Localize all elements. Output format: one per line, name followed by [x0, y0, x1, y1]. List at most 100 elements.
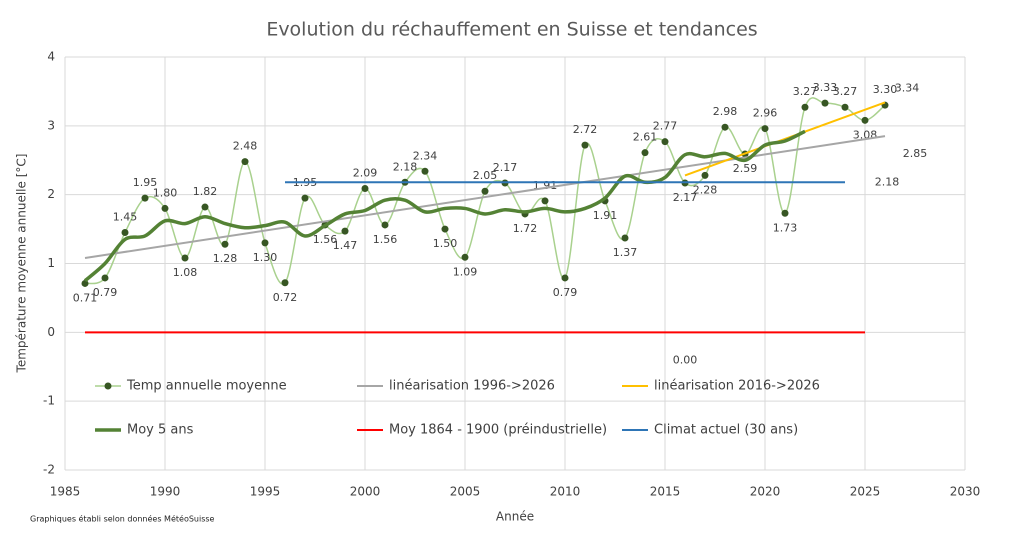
y-tick-label: -2: [43, 463, 55, 477]
x-axis-label: Année: [496, 510, 534, 524]
data-point: [781, 209, 789, 217]
data-label: 2.17: [673, 191, 698, 204]
data-point: [81, 279, 89, 287]
x-tick-label: 2030: [950, 485, 981, 499]
data-label: 2.17: [493, 161, 518, 174]
data-label: 2.77: [653, 120, 678, 133]
y-tick-label: 2: [47, 187, 55, 201]
legend-label: Moy 1864 - 1900 (préindustrielle): [389, 423, 607, 438]
data-point: [281, 279, 289, 287]
data-label: 1.56: [373, 233, 398, 246]
data-point: [141, 194, 149, 202]
legend-label: linéarisation 2016->2026: [654, 379, 820, 394]
data-label: 2.59: [733, 162, 758, 175]
data-point: [261, 239, 269, 247]
data-point: [761, 125, 769, 133]
data-point: [341, 227, 349, 235]
x-tick-label: 2015: [650, 485, 681, 499]
data-label: 3.33: [813, 81, 838, 94]
data-point: [361, 184, 369, 192]
data-label: 1.95: [133, 176, 158, 189]
data-label: 2.05: [473, 169, 498, 182]
data-point: [721, 123, 729, 131]
y-axis-label: Température moyenne annuelle [°C]: [15, 154, 29, 374]
chart-title: Evolution du réchauffement en Suisse et …: [266, 19, 757, 41]
data-point: [641, 149, 649, 157]
data-label: 1.72: [513, 222, 538, 235]
data-label: 1.30: [253, 251, 278, 264]
data-point: [201, 203, 209, 211]
data-point: [561, 274, 569, 282]
data-point: [101, 274, 109, 282]
x-tick-label: 2020: [750, 485, 781, 499]
data-label: 1.37: [613, 246, 638, 259]
data-point: [301, 194, 309, 202]
x-tick-label: 1990: [150, 485, 181, 499]
series-line: [684, 101, 886, 177]
data-point: [121, 229, 129, 237]
data-label: 1.73: [773, 221, 798, 234]
y-tick-label: 4: [47, 50, 55, 64]
data-point: [861, 116, 869, 124]
data-label: 0.72: [273, 291, 298, 304]
legend-label: Temp annuelle moyenne: [126, 379, 287, 394]
data-label: 3.27: [833, 85, 858, 98]
data-label: 1.47: [333, 239, 358, 252]
data-label: 2.98: [713, 105, 738, 118]
data-point: [221, 240, 229, 248]
data-point: [481, 187, 489, 195]
legend-label: Moy 5 ans: [127, 423, 194, 438]
y-tick-label: -1: [43, 394, 55, 408]
data-point: [701, 171, 709, 179]
data-point: [161, 204, 169, 212]
data-label: 3.30: [873, 83, 898, 96]
x-tick-label: 1985: [50, 485, 81, 499]
data-label: 2.72: [573, 123, 598, 136]
data-label: 1.09: [453, 265, 478, 278]
data-point: [581, 141, 589, 149]
y-tick-label: 1: [47, 256, 55, 270]
data-label: 1.91: [593, 209, 618, 222]
data-label: 0.79: [93, 286, 118, 299]
data-label: 0.71: [73, 291, 98, 304]
x-tick-label: 2000: [350, 485, 381, 499]
legend-label: linéarisation 1996->2026: [389, 379, 555, 394]
data-point: [621, 234, 629, 242]
data-label: 2.09: [353, 166, 378, 179]
data-label: 1.82: [193, 185, 218, 198]
x-tick-label: 1995: [250, 485, 281, 499]
data-point: [821, 99, 829, 107]
data-label: 0.00: [673, 353, 698, 366]
data-point: [241, 158, 249, 166]
data-label: 1.45: [113, 211, 138, 224]
data-label: 1.08: [173, 266, 198, 279]
data-point: [381, 221, 389, 229]
data-point: [661, 138, 669, 146]
x-tick-label: 2005: [450, 485, 481, 499]
data-point: [181, 254, 189, 262]
data-label: 3.34: [895, 81, 920, 94]
data-point: [841, 103, 849, 111]
x-tick-label: 2010: [550, 485, 581, 499]
y-tick-label: 0: [47, 325, 55, 339]
data-point: [441, 225, 449, 233]
data-label: 2.61: [633, 131, 658, 144]
data-label: 2.48: [233, 140, 258, 153]
data-label: 1.50: [433, 237, 458, 250]
data-label: 2.28: [693, 183, 718, 196]
data-point: [461, 253, 469, 261]
data-point: [801, 103, 809, 111]
data-label: 2.34: [413, 149, 438, 162]
x-tick-label: 2025: [850, 485, 881, 499]
legend-label: Climat actuel (30 ans): [654, 423, 798, 438]
series-line: [83, 129, 806, 283]
data-label: 0.79: [553, 286, 578, 299]
data-label: 1.80: [153, 186, 178, 199]
data-label: 3.27: [793, 85, 818, 98]
data-label: 1.28: [213, 252, 238, 265]
data-label: 2.85: [903, 147, 928, 160]
y-tick-label: 3: [47, 118, 55, 132]
data-label: 2.18: [875, 175, 900, 188]
legend-marker: [104, 382, 112, 390]
